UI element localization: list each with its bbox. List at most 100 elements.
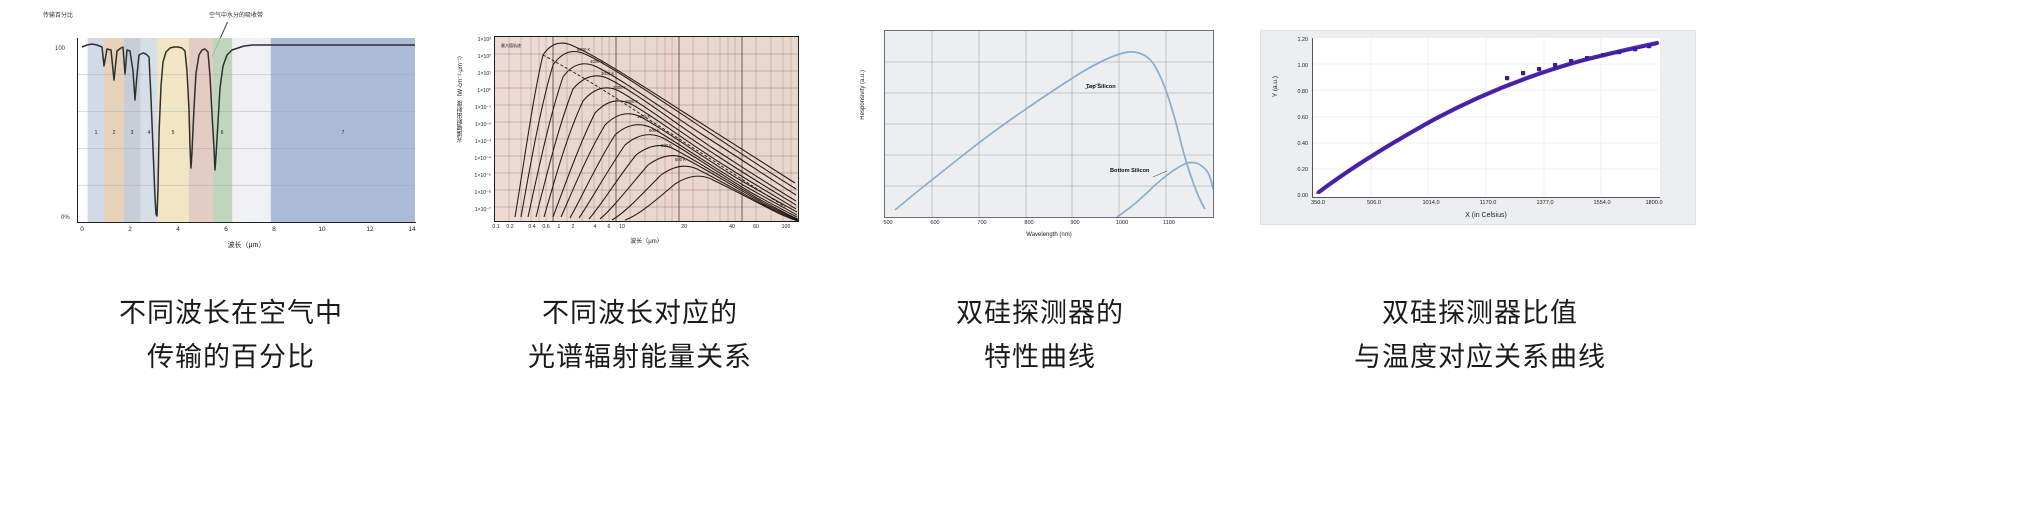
x-tick-1: 600 bbox=[930, 220, 940, 226]
plot-planck-curves: 光谱辐射出射度（W·cm⁻²·μm⁻¹） 1×10³ 1×10² 1×10¹ 1… bbox=[450, 0, 830, 252]
caption-line-2: 光谱辐射能量关系 bbox=[528, 341, 752, 372]
x-tick-3: 6 bbox=[224, 226, 228, 233]
y-tick-3: 1×10⁰ bbox=[477, 88, 491, 94]
x-tick-0: 0.1 bbox=[492, 224, 500, 230]
band-2 bbox=[104, 38, 124, 222]
y-tick-5: 1×10⁻² bbox=[474, 122, 491, 128]
water-absorption-annotation: 空气中水分的吸收带 bbox=[209, 13, 264, 19]
caption-line-1: 双硅探测器的 bbox=[956, 298, 1124, 328]
y-tick-7: 1×10⁻⁴ bbox=[474, 156, 491, 162]
x-tick-labels: 500 600 700 800 900 1000 1100 bbox=[883, 220, 1214, 232]
x-tick-2: 700 bbox=[977, 220, 987, 226]
y-tick-4: 1×10⁻¹ bbox=[474, 105, 491, 111]
x-tick-0: 500 bbox=[883, 220, 893, 226]
svg-text:2: 2 bbox=[113, 130, 116, 136]
x-tick-3: 0.6 bbox=[542, 224, 550, 230]
curve-callout-lines bbox=[1084, 82, 1168, 178]
locus-label: 最大值轨迹 bbox=[501, 42, 521, 48]
ratio-svg bbox=[1313, 38, 1660, 196]
x-tick-6: 4 bbox=[593, 224, 597, 230]
x-tick-2: 0.4 bbox=[528, 224, 536, 230]
svg-text:1500 K: 1500 K bbox=[625, 99, 638, 104]
x-tick-9: 20 bbox=[681, 224, 687, 230]
x-tick-4: 1377.0 bbox=[1536, 200, 1554, 206]
x-tick-7: 14 bbox=[408, 226, 416, 233]
ratio-plot-area bbox=[1312, 38, 1660, 198]
panel-planck-spectral-radiance: 光谱辐射出射度（W·cm⁻²·μm⁻¹） 1×10³ 1×10² 1×10¹ 1… bbox=[440, 0, 840, 379]
plot-dual-silicon-response: Responsivity (a.u.) bbox=[850, 0, 1230, 252]
y-axis-label: Y (a.u.) bbox=[1272, 76, 1279, 98]
isotherm-curves bbox=[514, 42, 798, 221]
y-tick-2: 1×10¹ bbox=[477, 71, 491, 77]
panel-dual-silicon-response: Responsivity (a.u.) bbox=[840, 0, 1240, 379]
x-axis-label: Wavelength (nm) bbox=[1026, 232, 1072, 238]
panel-atmospheric-transmission: 传输百分比 空气中水分的吸收带 100 0% bbox=[0, 0, 440, 379]
axis-frame bbox=[77, 38, 416, 223]
x-tick-1: 506.0 bbox=[1367, 200, 1381, 206]
x-tick-0: 350.0 bbox=[1311, 200, 1325, 206]
svg-text:500 K: 500 K bbox=[675, 157, 686, 162]
svg-text:2000 K: 2000 K bbox=[613, 85, 626, 90]
y-tick-10: 1×10⁻⁷ bbox=[474, 207, 491, 213]
x-tick-5: 10 bbox=[318, 226, 326, 233]
planck-plot-area: 6000 K 4000 K 3000 K 2000 K 1500 K 1000 … bbox=[494, 36, 799, 222]
x-axis-label: 波长（μm） bbox=[630, 239, 663, 245]
y-tick-labels: 1.20 1.00 0.80 0.60 0.40 0.20 0.00 bbox=[1280, 37, 1310, 199]
svg-text:800 K: 800 K bbox=[649, 128, 660, 133]
y-tick-1: 0.20 bbox=[1297, 167, 1309, 173]
svg-text:7: 7 bbox=[342, 130, 345, 136]
visible-band-shade bbox=[495, 37, 553, 221]
svg-text:4000 K: 4000 K bbox=[590, 59, 603, 64]
x-tick-labels: 0.1 0.2 0.4 0.6 1 2 4 6 10 20 40 60 100 bbox=[492, 224, 799, 236]
x-axis-label: X (in Celsius) bbox=[1465, 212, 1507, 219]
y-tick-0: 1×10³ bbox=[477, 37, 491, 43]
y-tick-2: 0.40 bbox=[1297, 141, 1309, 147]
x-tick-labels: 0 2 4 6 8 10 12 14 bbox=[78, 226, 415, 240]
x-tick-1: 2 bbox=[128, 226, 132, 233]
maxima-locus bbox=[542, 54, 786, 208]
gridlines bbox=[1313, 38, 1659, 196]
x-tick-5: 1000 bbox=[1115, 220, 1129, 226]
caption-line-1: 不同波长对应的 bbox=[542, 298, 738, 328]
planck-svg: 6000 K 4000 K 3000 K 2000 K 1500 K 1000 … bbox=[495, 37, 798, 221]
x-axis-title: 波长（μm） bbox=[227, 242, 266, 249]
svg-text:4: 4 bbox=[148, 130, 151, 136]
response-plot-area bbox=[884, 30, 1214, 218]
x-tick-4: 1 bbox=[557, 224, 561, 230]
bottom-silicon-curve bbox=[1116, 161, 1213, 217]
y-tick-4: 0.80 bbox=[1297, 89, 1309, 95]
gridlines bbox=[885, 31, 1213, 217]
y-tick-6: 1×10⁻³ bbox=[474, 139, 491, 145]
y-tick-labels: 1×10³ 1×10² 1×10¹ 1×10⁰ 1×10⁻¹ 1×10⁻² 1×… bbox=[464, 37, 492, 216]
data-point-trace bbox=[1316, 40, 1660, 195]
x-tick-2: 1014.0 bbox=[1422, 200, 1440, 206]
x-tick-5: 1554.0 bbox=[1593, 200, 1611, 206]
y-tick-5: 1.00 bbox=[1297, 63, 1309, 69]
svg-text:1: 1 bbox=[95, 130, 98, 136]
x-tick-3: 1170.0 bbox=[1479, 200, 1497, 206]
band-7 bbox=[213, 38, 233, 222]
y-tick-6: 1.20 bbox=[1297, 37, 1309, 43]
panel-ratio-vs-temperature: Y (a.u.) 1.20 1.00 0.80 0.60 0.40 0.20 0… bbox=[1240, 0, 1720, 379]
x-tick-12: 100 bbox=[781, 224, 791, 230]
gridlines bbox=[78, 74, 415, 186]
y-axis-label: Responsivity (a.u.) bbox=[860, 70, 866, 120]
isotherm-labels: 6000 K 4000 K 3000 K 2000 K 1500 K 1000 … bbox=[577, 47, 686, 162]
x-tick-3: 800 bbox=[1024, 220, 1034, 226]
band-1 bbox=[87, 38, 105, 222]
x-tick-2: 4 bbox=[176, 226, 180, 233]
svg-text:600 K: 600 K bbox=[661, 143, 672, 148]
x-tick-6: 1800.0 bbox=[1645, 200, 1663, 206]
panel-caption: 不同波长在空气中 传输的百分比 bbox=[119, 292, 343, 379]
plot-atmospheric-transmission: 传输百分比 空气中水分的吸收带 100 0% bbox=[31, 0, 431, 252]
svg-text:3000 K: 3000 K bbox=[601, 71, 614, 76]
y-tick-3: 0.60 bbox=[1297, 115, 1309, 121]
y-tick-1: 1×10² bbox=[477, 54, 491, 60]
transmission-curve bbox=[81, 43, 415, 217]
transmission-svg: 1 2 3 4 5 6 7 bbox=[78, 38, 415, 222]
band-index-markers: 1 2 3 4 5 6 7 bbox=[95, 130, 345, 136]
band-8 bbox=[270, 38, 415, 222]
x-tick-1: 0.2 bbox=[506, 224, 514, 230]
response-svg bbox=[885, 31, 1213, 217]
caption-line-2: 与温度对应关系曲线 bbox=[1354, 341, 1606, 372]
